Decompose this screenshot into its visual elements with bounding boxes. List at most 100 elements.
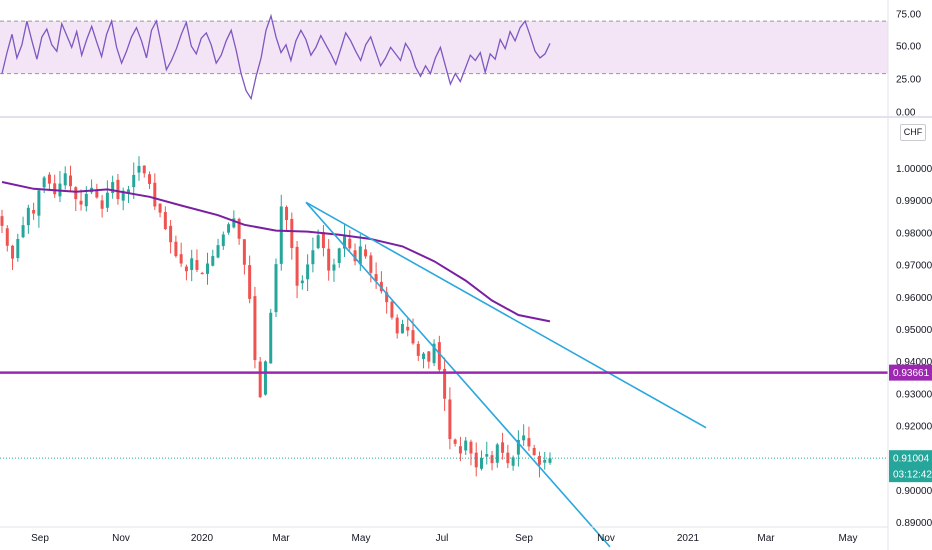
price-axis: 75.00 50.00 25.00 0.00 1.00000 0.99000 0.98000… [887,0,932,550]
candle-body [21,225,25,238]
time-tick-label: May [839,533,858,544]
candle-body [153,182,157,207]
candle-body [206,263,209,274]
candle-body [511,457,515,466]
candle-body [458,446,462,454]
candle-body [11,245,15,259]
price-tick-label: 0.95000 [896,325,932,336]
candle-body [316,235,320,249]
time-tick-label: Mar [272,533,290,544]
candle-body [148,174,152,184]
candle-body [295,246,299,286]
candle-body [32,209,36,214]
candle-body [258,361,262,398]
candle-body [332,264,336,271]
candle-body [79,200,83,205]
time-tick-label: Sep [31,533,49,544]
candle-body [63,173,67,186]
trendline-1 [305,201,611,548]
level-label: 0.93661 [893,368,930,379]
candle-body [227,224,231,233]
candle-body [548,458,552,463]
candle-body [358,246,362,265]
candle-body [232,218,236,228]
candle-body [306,264,310,280]
candle-body [253,296,257,361]
moving-average-line [1,181,551,323]
candle-body [121,190,125,201]
candle-body [0,216,4,226]
candle-body [522,435,526,441]
candle-body [422,353,426,359]
price-panel [0,156,888,548]
candle-body [464,440,468,451]
candle-body [469,441,473,454]
price-tick-label: 0.99000 [896,196,932,207]
candle-body [416,343,420,356]
price-tick-label: 0.96000 [896,293,932,304]
candle-body [527,438,531,447]
trendline-2 [305,201,707,429]
time-tick-label: May [352,533,371,544]
candle-body [385,292,389,303]
candle-body [84,193,88,207]
level-label-bg [889,364,932,381]
candle-body [5,228,9,246]
currency-badge[interactable]: CHF [900,124,926,141]
current-price-bg [889,450,932,483]
candle-body [343,236,346,249]
price-tick-label: 0.97000 [896,261,932,272]
candle-body [195,260,199,270]
candle-body [274,264,278,313]
candle-body [321,232,325,249]
candle-body [390,301,394,318]
candle-body [111,182,115,194]
candle-body [290,218,294,249]
candle-body [53,183,57,195]
candle-body [248,265,252,299]
rsi-tick-label: 25.00 [896,75,921,86]
candle-body [26,207,30,226]
time-axis: Sep Nov 2020 Mar May Jul Sep Nov 2021 Mar May [0,526,888,544]
candle-body [400,324,404,334]
candle-body [411,330,415,344]
candle-body [453,439,457,444]
candle-body [543,459,547,463]
candle-body [432,343,436,364]
candle-body [474,452,478,468]
time-tick-label: 2021 [677,533,700,544]
candle-body [179,254,183,264]
candle-body [537,456,541,465]
candle-body [174,241,178,257]
candle-body [237,219,241,239]
candle-body [501,442,505,453]
candle-body [485,454,489,457]
candle-body [158,203,162,213]
price-tick-label: 0.94000 [896,357,932,368]
candle-body [490,455,494,464]
candle-body [443,368,447,399]
current-price-label: 0.91004 [893,454,930,465]
candle-body [300,280,304,284]
candle-body [163,212,167,230]
candle-body [211,256,215,266]
candle-body [126,189,130,194]
candle-body [437,342,441,370]
candle-body [69,175,72,187]
candle-body [184,266,188,272]
candle-body [327,248,331,271]
candle-body [216,245,220,258]
candles [0,156,552,478]
candle-body [480,457,483,469]
time-tick-label: Sep [515,533,533,544]
candle-body [516,439,520,455]
countdown-label: 03:12:42 [893,470,932,481]
time-tick-label: Jul [436,533,449,544]
rsi-panel [0,13,932,118]
candle-body [105,192,109,208]
price-tick-label: 0.98000 [896,228,932,239]
candle-body [37,190,41,216]
rsi-band [0,21,888,74]
candle-body [285,207,289,221]
